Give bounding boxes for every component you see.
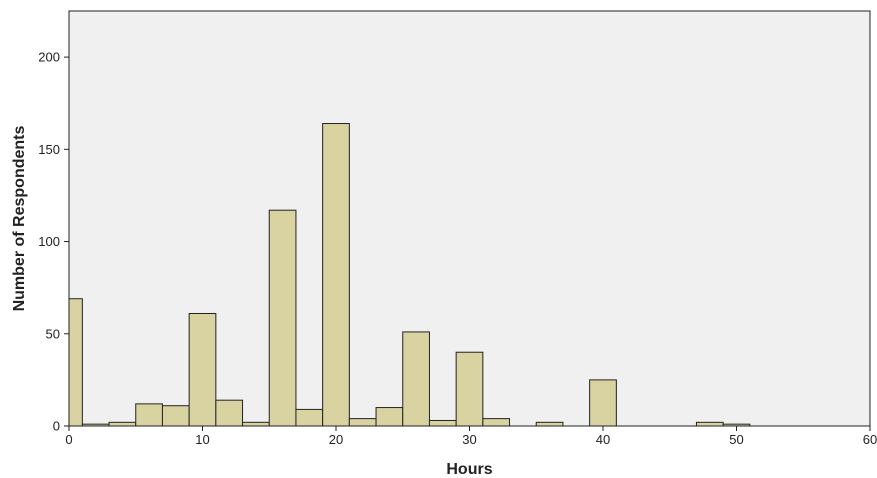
histogram-bar (215, 399, 244, 427)
histogram-bar (295, 408, 324, 427)
x-tick-label: 30 (462, 432, 476, 447)
y-tick-label: 50 (46, 326, 60, 341)
histogram-bar (242, 421, 270, 427)
x-tick-label: 40 (596, 432, 610, 447)
histogram-bar (482, 418, 511, 427)
histogram-bar (375, 407, 404, 427)
x-tick-label: 50 (729, 432, 743, 447)
bars-group (68, 123, 751, 427)
histogram-bar (322, 123, 350, 427)
y-tick-label: 200 (38, 50, 60, 65)
histogram-bar (402, 331, 430, 427)
histogram-bar (695, 421, 724, 427)
histogram-bar (188, 312, 217, 427)
x-tick-label: 20 (329, 432, 343, 447)
histogram-bar (455, 351, 484, 427)
x-axis-title: Hours (446, 461, 492, 478)
histogram-bar (135, 403, 163, 427)
x-tick-label: 60 (863, 432, 877, 447)
histogram-bar (348, 418, 377, 427)
histogram-bar (68, 298, 83, 427)
y-axis-title: Number of Respondents (11, 126, 28, 312)
y-tick-label: 100 (38, 234, 60, 249)
histogram-bar (161, 405, 190, 427)
y-tick-label: 0 (53, 419, 60, 434)
x-tick-label: 0 (65, 432, 72, 447)
histogram-bar (589, 379, 617, 427)
y-axis: 0 50 100 150 200 (38, 11, 70, 434)
y-tick-label: 150 (38, 142, 60, 157)
x-axis: 0 10 20 30 40 50 60 (65, 425, 877, 447)
x-tick-label: 10 (195, 432, 209, 447)
histogram-bar (268, 209, 297, 427)
histogram-bar (108, 421, 137, 427)
histogram-bar (428, 419, 457, 427)
histogram-bar (535, 421, 564, 427)
